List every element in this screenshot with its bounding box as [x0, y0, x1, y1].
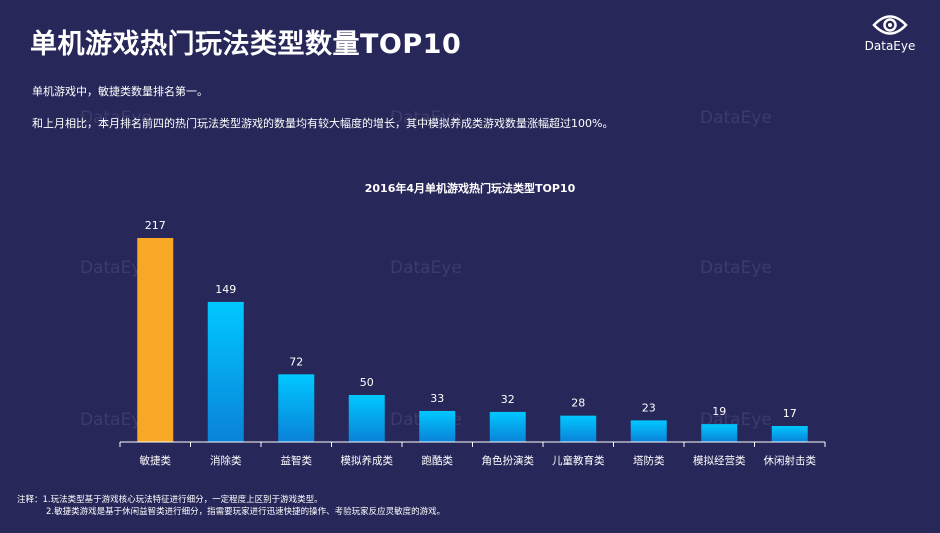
footnote-1: 注释：1.玩法类型基于游戏核心玩法特征进行细分，一定程度上区别于游戏类型。 — [17, 495, 323, 505]
page-title: 单机游戏热门玩法类型数量TOP10 — [30, 29, 462, 60]
bar-value-label: 19 — [712, 405, 726, 418]
bar — [771, 426, 808, 442]
x-tick-label: 休闲射击类 — [764, 454, 817, 467]
bar — [630, 420, 667, 442]
chart-title: 2016年4月单机游戏热门玩法类型TOP10 — [364, 182, 576, 195]
footnote-2: 2.敏捷类游戏是基于休闲益智类进行细分，指需要玩家进行迅速快捷的操作、考验玩家反… — [46, 507, 446, 517]
bar-value-label: 28 — [571, 397, 585, 410]
watermark: DataEye — [700, 258, 772, 278]
brand-logo: DataEye — [858, 12, 922, 53]
footnotes: 注释：1.玩法类型基于游戏核心玩法特征进行细分，一定程度上区别于游戏类型。 2.… — [17, 494, 445, 518]
bar — [348, 394, 385, 442]
bar-value-label: 149 — [215, 283, 236, 296]
watermark: DataEye — [80, 258, 152, 278]
bar-value-label: 23 — [642, 401, 656, 414]
watermark: DataEye — [80, 108, 152, 128]
bar — [419, 410, 456, 442]
x-tick-label: 儿童教育类 — [552, 454, 605, 467]
x-tick-label: 模拟养成类 — [341, 454, 394, 467]
watermark: DataEye — [700, 108, 772, 128]
bar-value-label: 32 — [501, 393, 515, 406]
logo-text: DataEye — [864, 39, 916, 53]
x-tick-label: 跑酷类 — [422, 454, 454, 467]
bar — [137, 238, 174, 442]
bar-value-label: 17 — [783, 407, 797, 420]
description-line-2: 和上月相比，本月排名前四的热门玩法类型游戏的数量均有较大幅度的增长，其中模拟养成… — [32, 117, 614, 130]
x-tick-label: 消除类 — [210, 454, 242, 467]
watermark: DataEye — [80, 410, 152, 430]
bar-value-label: 50 — [360, 376, 374, 389]
bar-chart: 217 敏捷类 149 消除类 72 益智类 50 模拟养成类 33 跑酷类 32 角色扮演类 28 儿童… — [119, 219, 826, 467]
bar — [560, 415, 597, 442]
bar-value-label: 33 — [430, 392, 444, 405]
description-line-1: 单机游戏中，敏捷类数量排名第一。 — [32, 85, 208, 98]
bar — [207, 301, 244, 442]
bar — [701, 424, 738, 442]
bar — [489, 411, 526, 442]
watermark: DataEye — [390, 258, 462, 278]
bar — [278, 374, 315, 442]
watermark: DataEye — [390, 108, 462, 128]
x-tick-label: 模拟经营类 — [693, 454, 746, 467]
bar-value-label: 72 — [289, 355, 303, 368]
eye-logo-icon — [872, 15, 908, 35]
x-tick-label: 角色扮演类 — [482, 454, 535, 467]
x-tick-label: 益智类 — [281, 454, 313, 467]
x-tick-label: 塔防类 — [633, 454, 665, 467]
bar-value-label: 217 — [145, 219, 166, 232]
x-tick-label: 敏捷类 — [140, 454, 172, 467]
